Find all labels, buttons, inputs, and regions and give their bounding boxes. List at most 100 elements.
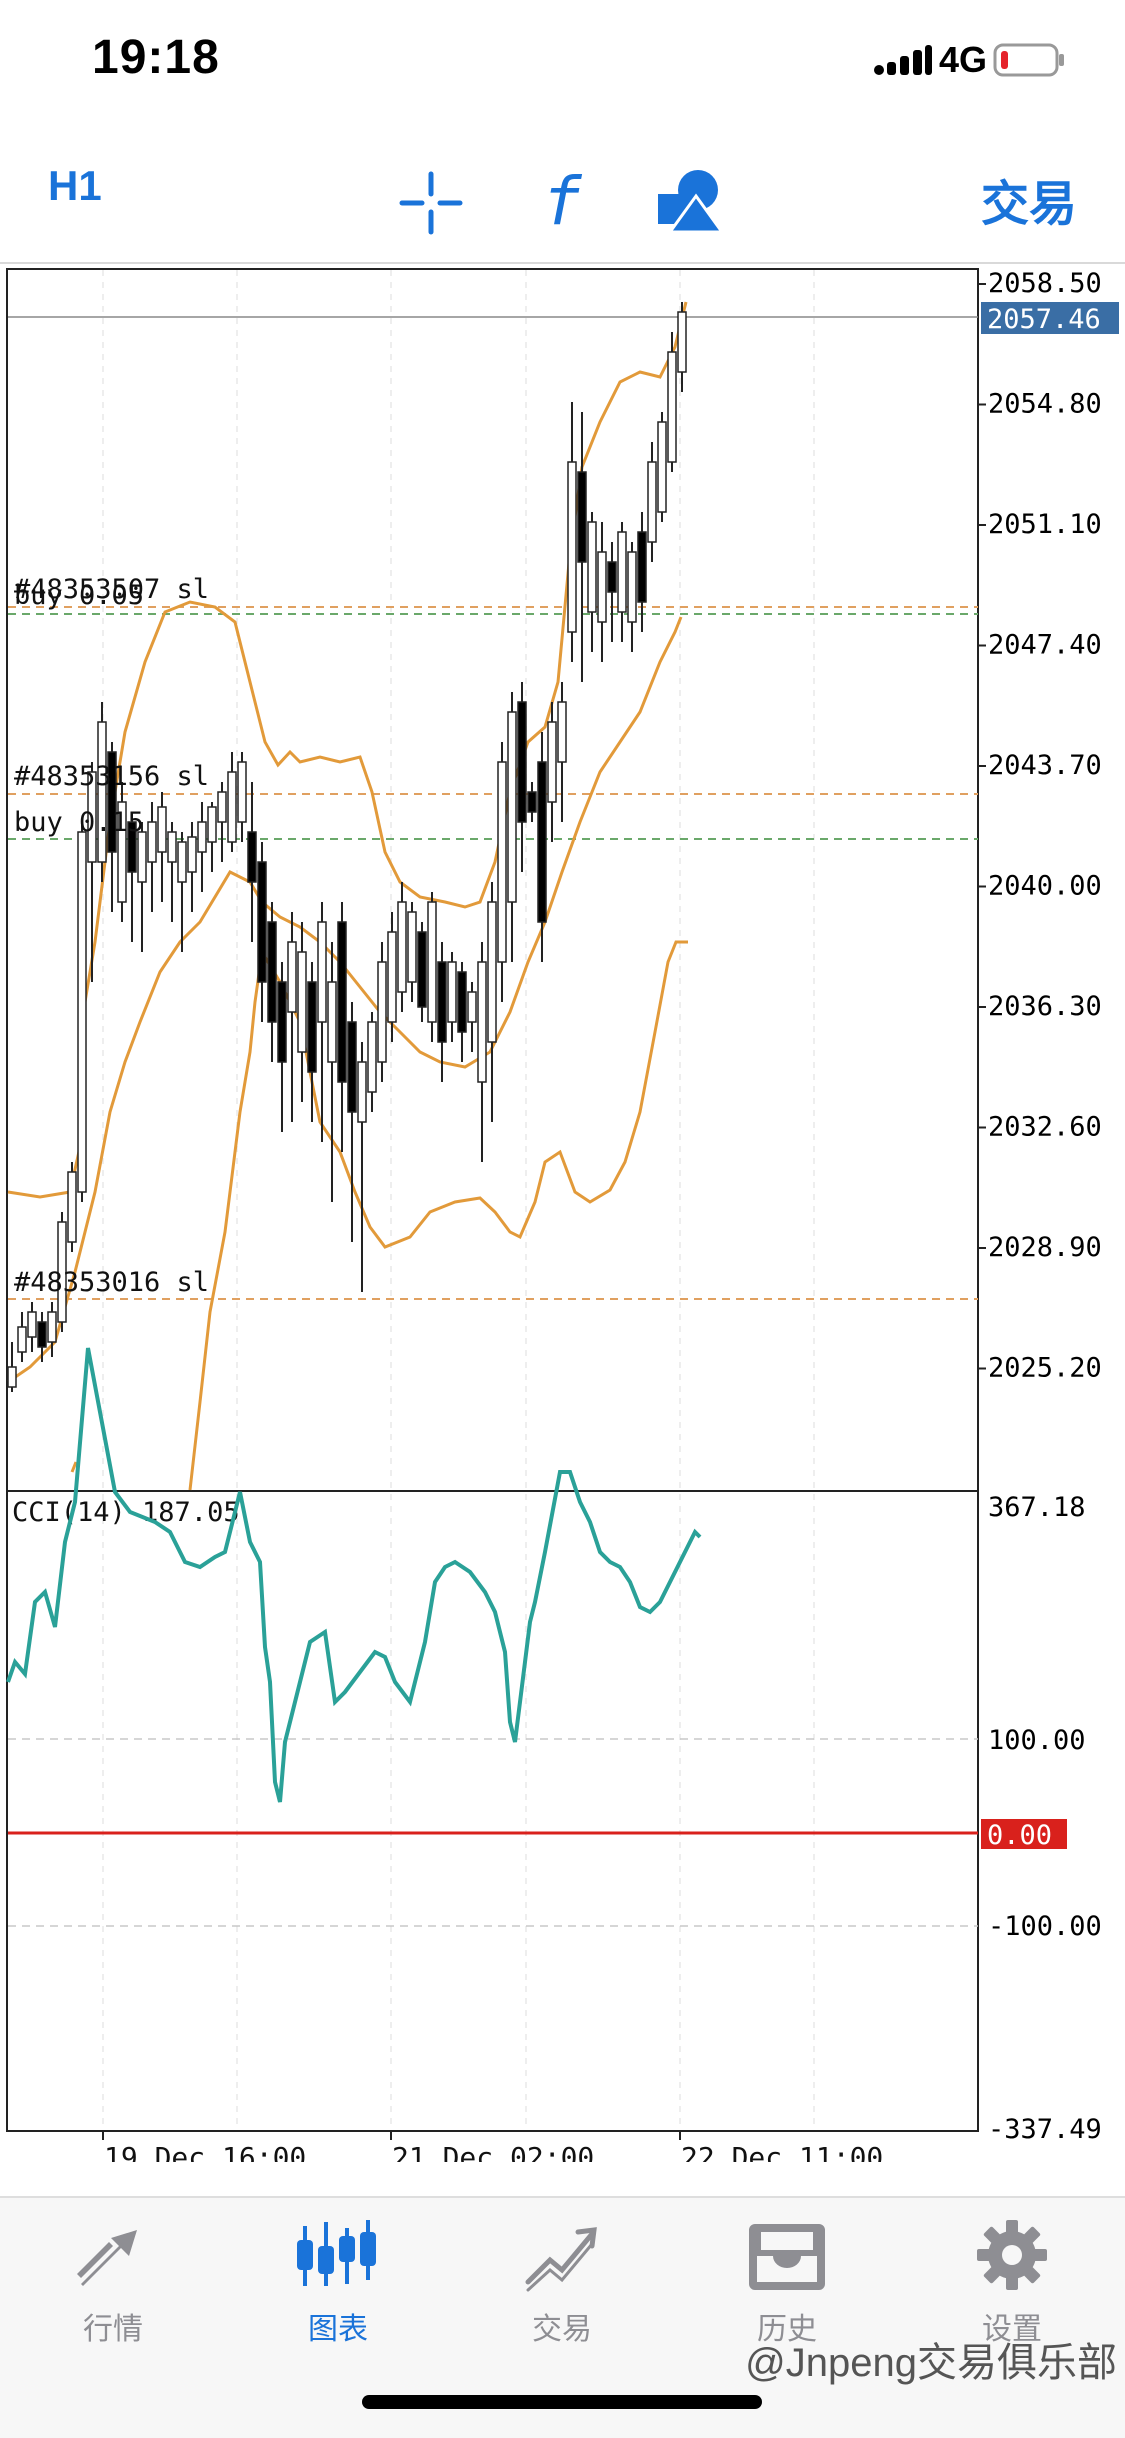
candle-bearish: [257, 861, 267, 983]
candle-bullish: [187, 836, 197, 873]
chart-area[interactable]: 2058.50 2054.80 2051.10 2047.40 2043.70 2040.…: [0, 262, 1125, 2174]
watermark: @Jnpeng交易俱乐部: [745, 2341, 1117, 2385]
order-label-buy-2: buy 0.15: [14, 807, 144, 838]
candle-bullish: [547, 721, 557, 803]
objects-button[interactable]: [656, 166, 725, 243]
indicator-pane-frame: [6, 1490, 979, 2132]
candle-bullish: [167, 831, 177, 863]
candle-bullish: [667, 351, 677, 463]
order-label-buy-1: buy 0.05: [14, 580, 144, 611]
candle-bullish: [67, 1171, 77, 1243]
candle-bullish: [507, 711, 517, 903]
function-icon: f: [542, 163, 583, 240]
tab-chart[interactable]: 图表: [268, 2218, 408, 2348]
svg-text:f: f: [542, 166, 583, 238]
current-price-text: 2057.46: [987, 304, 1101, 335]
candle-bullish: [137, 831, 147, 883]
price-axis-label: 2036.30: [988, 991, 1102, 1022]
tab-history[interactable]: 历史: [717, 2218, 857, 2348]
history-inbox-icon: [749, 2224, 825, 2290]
price-axis: 2058.50 2054.80 2051.10 2047.40 2043.70 2040.…: [978, 268, 1102, 1384]
order-label-sl-1: #48353507 sl: [14, 574, 209, 605]
candle-bearish: [417, 931, 427, 1008]
candle-bearish: [527, 791, 537, 813]
tab-quotes[interactable]: 行情: [43, 2218, 183, 2348]
candle-bullish: [147, 821, 157, 863]
candle-bullish: [627, 551, 637, 623]
band-lower: [70, 940, 688, 1491]
candle-bullish: [157, 806, 167, 853]
candle-bullish: [357, 1061, 367, 1123]
candle-bullish: [77, 831, 87, 1193]
candle-bullish: [197, 821, 207, 853]
candle-bullish: [27, 1311, 37, 1338]
price-axis-label: 2028.90: [988, 1232, 1102, 1263]
tab-label: 行情: [83, 2313, 143, 2346]
band-middle: [7, 616, 683, 1384]
candle-bullish: [647, 461, 657, 543]
time-axis: 19 Dec 16:00 21 Dec 02:00 22 Dec 11:00: [102, 2131, 883, 2174]
quotes-arrows-icon: [77, 2230, 137, 2286]
candle-bearish: [537, 761, 547, 923]
candle-bullish: [97, 721, 107, 863]
candle-bearish: [347, 1021, 357, 1113]
candle-bearish: [457, 971, 467, 1033]
candle-bullish: [287, 941, 297, 1013]
candles: [7, 302, 687, 1392]
battery-icon: [993, 43, 1064, 77]
price-axis-label: 2025.20: [988, 1353, 1102, 1384]
candle-bullish: [657, 421, 667, 513]
candle-bullish: [47, 1311, 57, 1343]
price-axis-label: 2058.50: [988, 268, 1102, 299]
network-type: 4G: [938, 39, 987, 80]
tab-label: 图表: [308, 2313, 368, 2346]
candles-icon: [297, 2220, 376, 2286]
candle-bearish: [37, 1321, 47, 1348]
price-chart[interactable]: 2058.50 2054.80 2051.10 2047.40 2043.70 2040.…: [0, 262, 1125, 2174]
crosshair-button[interactable]: [398, 170, 464, 241]
home-indicator[interactable]: [362, 2395, 762, 2409]
order-label-sl-3: #48353016 sl: [14, 1267, 209, 1298]
candle-bearish: [337, 921, 347, 1083]
candle-bullish: [177, 841, 187, 883]
price-axis-label: 2047.40: [988, 630, 1102, 661]
candle-bullish: [617, 531, 627, 613]
tab-settings[interactable]: 设置: [942, 2218, 1082, 2348]
cci-axis-label: 100.00: [988, 1725, 1086, 1756]
tab-label: 设置: [982, 2313, 1042, 2346]
candle-bullish: [397, 901, 407, 993]
time-label-2: 21 Dec 02:00: [392, 2141, 594, 2162]
cci-axis-label: -337.49: [988, 2114, 1102, 2145]
candle-bullish: [377, 961, 387, 1063]
status-indicators: 4G: [873, 39, 1065, 80]
candle-bullish: [557, 701, 567, 763]
cci-zero-text: 0.00: [987, 1820, 1052, 1851]
time-grid: [102, 270, 815, 2130]
candle-bullish: [117, 801, 127, 903]
candle-bullish: [447, 961, 457, 1023]
gear-icon: [977, 2220, 1047, 2290]
candle-bullish: [407, 911, 417, 983]
candle-bearish: [607, 561, 617, 593]
candle-bearish: [127, 821, 137, 873]
candle-bullish: [597, 551, 607, 623]
candle-bullish: [237, 761, 247, 823]
price-axis-label: 2040.00: [988, 871, 1102, 902]
order-label-sl-2: #48353156 sl: [14, 761, 209, 792]
candle-bullish: [677, 311, 687, 373]
tab-trade[interactable]: 交易: [492, 2218, 632, 2348]
candle-bullish: [7, 1366, 17, 1388]
timeframe-button[interactable]: H1: [48, 162, 102, 209]
trade-button[interactable]: 交易: [980, 178, 1077, 231]
cci-axis-label: 367.18: [988, 1492, 1086, 1523]
candle-bearish: [107, 751, 117, 853]
indicators-button[interactable]: f: [538, 163, 588, 243]
cci-zero-badge: [981, 1819, 1067, 1849]
crosshair-icon: [399, 171, 463, 235]
candle-bullish: [467, 991, 477, 1023]
price-axis-label: 2032.60: [988, 1112, 1102, 1143]
candle-bullish: [317, 921, 327, 1023]
shapes-icon: [658, 170, 725, 234]
candle-bearish: [267, 921, 277, 1023]
price-axis-label: 2043.70: [988, 750, 1102, 781]
